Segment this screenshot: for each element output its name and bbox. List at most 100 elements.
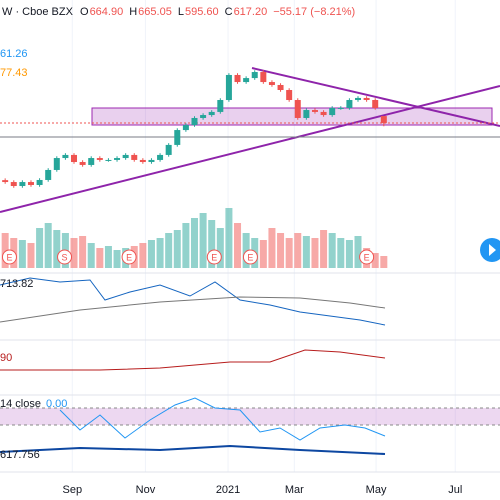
indicator-line [0,277,386,326]
candle-body [174,130,181,145]
volume-bar [1,233,9,268]
candle-body [200,115,207,118]
event-label: E [6,252,12,262]
candle-body [62,154,69,159]
candle-body [182,125,189,131]
pane-label: 0.00 [46,398,67,410]
candle-body [346,100,353,108]
candle-body [380,116,387,124]
volume-bar [234,223,242,268]
candle-body [251,72,258,79]
volume-bar [277,233,285,268]
candle-body [260,72,267,83]
x-tick-label: Nov [136,484,156,496]
candle-body [372,100,379,108]
event-label: E [247,252,253,262]
candle-body [131,154,138,160]
x-tick-label: Mar [285,484,304,496]
ohlc-value: 595.60 [185,6,219,18]
change: −55.17 (−8.21%) [273,6,355,18]
candle-body [19,182,26,187]
volume-bar [53,230,61,268]
candle-body [294,100,301,118]
volume-bar [79,236,87,268]
candle-body [96,158,103,160]
volume-bar [328,233,336,268]
ma-value: 61.26 [0,48,28,60]
x-tick-label: Sep [63,484,83,496]
volume-bar [225,208,233,268]
candle-body [122,154,129,159]
rsi-band [0,408,500,425]
candle-body [71,154,78,163]
volume-bar [173,230,181,268]
volume-bar [190,218,198,268]
event-marker [1,249,17,265]
ma-value: 77.43 [0,67,28,79]
volume-bar [44,223,52,268]
candle-body [337,107,344,109]
x-tick-label: May [366,484,387,496]
volume-bar [96,248,104,268]
candle-body [27,182,34,185]
pane-label: 90 [0,352,12,364]
event-marker [206,249,222,265]
candle-body [157,154,164,160]
pane-label: 3.82 [12,278,33,290]
indicator-line [0,296,386,323]
volume-bar [104,246,112,268]
event-label: S [62,252,68,262]
candle-body [355,97,362,101]
candle-body [311,110,318,112]
volume-bar [113,250,121,268]
volume-bar [208,220,216,268]
trend-line [251,67,500,127]
volume-bar [371,253,379,268]
volume-bar [337,238,345,268]
candle-body [277,84,284,90]
symbol: W · Cboe BZX [2,6,74,18]
candle-body [105,159,112,161]
event-marker [242,249,258,265]
ohlc-value: 617.20 [234,6,268,18]
candle-body [88,158,95,165]
volume-bar [156,238,164,268]
candle-body [217,100,224,112]
volume-bar [199,213,207,268]
volume-bar [18,240,26,268]
volume-bar [182,223,190,268]
candle-body [225,74,232,101]
volume-bar [268,228,276,268]
candle-body [243,78,250,83]
candle-body [329,107,336,116]
candle-body [208,111,215,116]
pane-label: 617.756 [0,449,40,461]
volume-bar [354,236,362,268]
ohlc-key: O [80,6,89,18]
volume-bar [345,240,353,268]
volume-bar [165,233,173,268]
candle-body [79,162,86,165]
scroll-icon [489,244,496,256]
candle-body [303,110,310,118]
event-marker [121,249,137,265]
event-label: E [364,252,370,262]
event-marker [359,249,375,265]
candle-body [191,117,198,126]
volume-bar [285,238,293,268]
candle-body [53,158,60,170]
candle-body [139,159,146,163]
indicator-line [59,397,386,441]
volume-bar [27,243,35,268]
candle-body [234,74,241,83]
volume-bar [302,236,310,268]
candle-body [148,159,155,163]
volume-bar [380,256,388,268]
candle-body [286,89,293,101]
volume-bar [242,233,250,268]
candle-body [363,97,370,101]
pane-label: 14 close [0,398,41,410]
candle-body [45,169,52,180]
candle-body [320,111,327,116]
volume-bar [259,240,267,268]
